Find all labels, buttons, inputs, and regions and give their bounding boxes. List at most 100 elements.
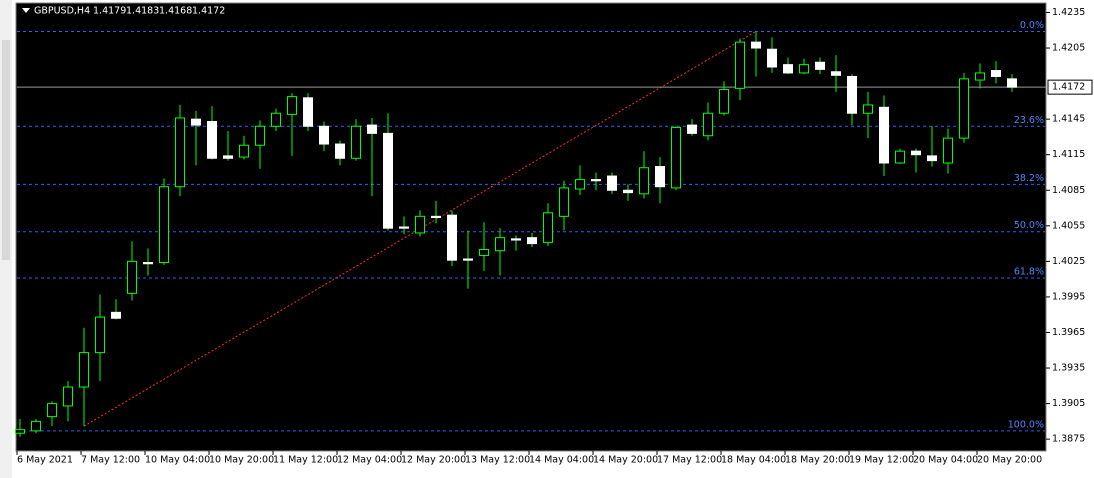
candle-body (671, 126, 681, 189)
candle-body (495, 237, 505, 252)
candle-body (415, 215, 425, 234)
x-tick-label: 6 May 2021 (17, 455, 73, 466)
price-label-box (1047, 79, 1093, 95)
ohlc-open: 1.4179 (93, 6, 126, 17)
candle-body (815, 61, 825, 70)
candle-body (895, 150, 905, 164)
candle-body (223, 155, 233, 159)
fibo-label: 23.6% (1014, 115, 1044, 126)
fibo-label: 0.0% (1020, 20, 1044, 31)
x-tick-label: 11 May 12:00 (273, 455, 338, 466)
scroll-thumb[interactable] (2, 40, 10, 260)
candle-body (847, 75, 857, 114)
ohlc-close: 1.4172 (192, 6, 225, 17)
x-tick-label: 18 May 20:00 (785, 455, 850, 466)
y-tick-label: 1.4085 (1052, 185, 1085, 196)
x-tick-label: 12 May 20:00 (401, 455, 466, 466)
symbol: GBPUSD,H4 (34, 6, 90, 17)
x-tick-label: 20 May 20:00 (977, 455, 1042, 466)
y-tick-label: 1.3875 (1052, 434, 1085, 445)
candle-body (543, 212, 553, 243)
candle-body (335, 143, 345, 159)
candle-body (719, 89, 729, 114)
x-tick-label: 10 May 04:00 (145, 455, 210, 466)
candle-body (399, 226, 409, 229)
candle-body (879, 106, 889, 164)
x-tick-label: 7 May 12:00 (81, 455, 140, 466)
y-tick-label: 1.3995 (1052, 291, 1085, 302)
candle-body (319, 125, 329, 145)
candle-body (623, 189, 633, 194)
candle-body (735, 41, 745, 89)
candle-body (63, 386, 73, 407)
candle-body (383, 132, 393, 229)
candle-body (527, 237, 537, 245)
y-tick-label: 1.3965 (1052, 327, 1085, 338)
y-tick-label: 1.3905 (1052, 398, 1085, 409)
candle-body (351, 125, 361, 159)
candle-body (463, 258, 473, 261)
x-tick-label: 14 May 04:00 (529, 455, 594, 466)
candle-body (127, 260, 137, 294)
fibo-label: 38.2% (1014, 173, 1044, 184)
candle-body (783, 64, 793, 74)
candle-body (47, 403, 57, 418)
ohlc-high: 1.4183 (126, 6, 159, 17)
candle-body (959, 78, 969, 139)
candle-body (159, 186, 169, 264)
candle-body (751, 41, 761, 49)
menu-arrow[interactable] (22, 8, 30, 13)
x-tick-label: 13 May 12:00 (465, 455, 530, 466)
candle-body (1007, 78, 1017, 88)
candle-body (239, 144, 249, 158)
candle-body (15, 429, 25, 434)
candle-body (207, 121, 217, 159)
candle-body (591, 179, 601, 182)
candle-body (831, 71, 841, 76)
candle-body (111, 311, 121, 319)
candle-body (607, 175, 617, 191)
candle-body (143, 262, 153, 265)
candle-body (927, 155, 937, 162)
candle-body (639, 167, 649, 195)
candle-body (767, 48, 777, 68)
plot-area (15, 2, 1047, 452)
candle-body (799, 64, 809, 74)
candle-body (655, 166, 665, 188)
ohlc-low: 1.4168 (159, 6, 192, 17)
x-tick-label: 18 May 04:00 (721, 455, 786, 466)
y-tick-label: 1.4235 (1052, 7, 1085, 18)
y-tick-label: 1.4025 (1052, 256, 1085, 267)
candle-body (559, 187, 569, 217)
price-label: 1.4172 (1052, 82, 1085, 93)
candle-body (255, 125, 265, 146)
candle-body (79, 352, 89, 388)
x-tick-label: 14 May 20:00 (593, 455, 658, 466)
candle-body (511, 238, 521, 241)
candle-body (367, 124, 377, 134)
candle-body (975, 72, 985, 81)
x-tick-label: 19 May 12:00 (849, 455, 914, 466)
y-tick-label: 1.4205 (1052, 43, 1085, 54)
x-tick-label: 10 May 20:00 (209, 455, 274, 466)
candle-body (863, 104, 873, 114)
candle-body (703, 112, 713, 137)
candle-body (271, 112, 281, 127)
candle-body (575, 179, 585, 190)
fibo-label: 61.8% (1014, 266, 1044, 277)
candle-body (31, 420, 41, 432)
candle-body (303, 97, 313, 127)
candle-body (175, 117, 185, 188)
x-tick-label: 20 May 04:00 (913, 455, 978, 466)
candle-body (95, 316, 105, 354)
candle-body (287, 96, 297, 115)
candle-body (431, 215, 441, 219)
candle-body (943, 137, 953, 164)
candle-body (479, 249, 489, 256)
candle-body (687, 124, 697, 134)
y-tick-label: 1.4115 (1052, 149, 1085, 160)
y-tick-label: 1.4055 (1052, 220, 1085, 231)
x-tick-label: 12 May 04:00 (337, 455, 402, 466)
